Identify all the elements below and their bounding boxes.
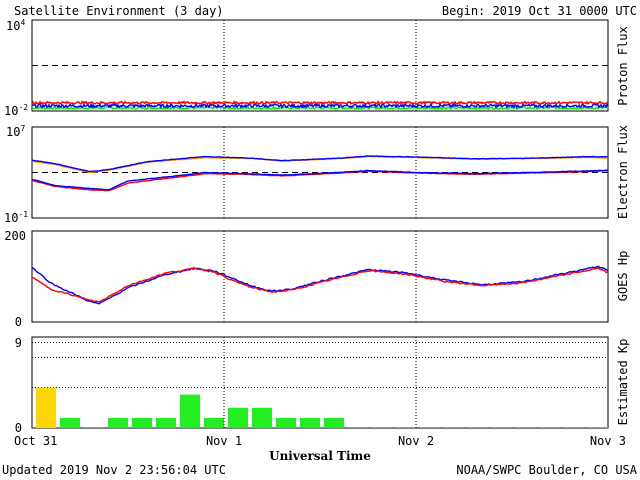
proton-series-group: [31, 99, 609, 111]
kp-bar: [564, 427, 584, 428]
kp-bar: [492, 427, 512, 428]
kp-bars-group: [36, 387, 608, 428]
kp-bar: [36, 387, 56, 428]
kp-bar: [588, 427, 608, 428]
kp-bar: [252, 407, 272, 428]
kp-bar: [108, 417, 128, 428]
electron-series-blue-1: [31, 155, 609, 173]
kp-bar: [180, 394, 200, 428]
estimated-kp-frame: [31, 336, 609, 429]
kp-ytick-top: 9: [15, 336, 22, 350]
electron-series-blue-3: [31, 169, 609, 191]
goes-hp-series-group: [31, 265, 609, 305]
kp-bar: [468, 427, 488, 428]
xtick-oct31: Oct 31: [14, 434, 57, 448]
proton-ytick-bottom: 10-2: [4, 103, 28, 118]
xtick-nov1: Nov 1: [206, 434, 242, 448]
kp-bar: [276, 417, 296, 428]
kp-bar: [228, 407, 248, 428]
updated-timestamp: Updated 2019 Nov 2 23:56:04 UTC: [2, 463, 226, 477]
kp-bar: [84, 427, 104, 428]
goes-hp-frame: [31, 230, 609, 323]
xtick-nov2: Nov 2: [398, 434, 434, 448]
kp-bar: [444, 427, 464, 428]
goes-hp-series-blue-0: [31, 265, 609, 305]
proton-flux-frame: [31, 19, 609, 112]
proton-flux-ylabel: Proton Flux: [616, 26, 630, 105]
goes-hp-ytick-bottom: 0: [15, 315, 22, 329]
kp-bar: [60, 417, 80, 428]
xtick-nov3: Nov 3: [590, 434, 626, 448]
estimated-kp-panel: 9 0 Estimated Kp: [15, 336, 630, 435]
electron-ytick-top: 107: [6, 124, 25, 139]
electron-ytick-bottom: 10-1: [4, 210, 28, 225]
proton-flux-panel: 104 10-2 Proton Flux: [4, 18, 630, 118]
proton-ytick-top: 104: [6, 18, 25, 33]
kp-bar: [204, 417, 224, 428]
kp-bar: [516, 427, 536, 428]
agency-credit: NOAA/SWPC Boulder, CO USA: [456, 463, 637, 477]
kp-bar: [132, 417, 152, 428]
goes-hp-series-red-1: [32, 267, 609, 303]
begin-time-label: Begin: 2019 Oct 31 0000 UTC: [442, 4, 637, 18]
kp-bar: [324, 417, 344, 428]
kp-ytick-bottom: 0: [15, 421, 22, 435]
estimated-kp-ylabel: Estimated Kp: [616, 339, 630, 426]
proton-series-red: [31, 99, 609, 106]
kp-bar: [372, 427, 392, 428]
x-axis-label: Universal Time: [269, 449, 371, 463]
electron-flux-ylabel: Electron Flux: [616, 125, 630, 219]
kp-bar: [396, 427, 416, 428]
goes-hp-panel: 200 0 GOES Hp: [4, 229, 630, 329]
goes-hp-ytick-top: 200: [4, 229, 26, 243]
kp-bar: [348, 427, 368, 428]
proton-series-blue: [31, 102, 609, 110]
electron-series-group: [31, 155, 609, 192]
kp-bar: [420, 427, 440, 428]
figure-title: Satellite Environment (3 day): [14, 4, 224, 18]
goes-hp-ylabel: GOES Hp: [616, 251, 630, 302]
kp-bar: [156, 417, 176, 428]
kp-bar: [300, 417, 320, 428]
kp-bar: [540, 427, 560, 428]
electron-flux-panel: 107 10-1 Electron Flux: [4, 124, 630, 225]
